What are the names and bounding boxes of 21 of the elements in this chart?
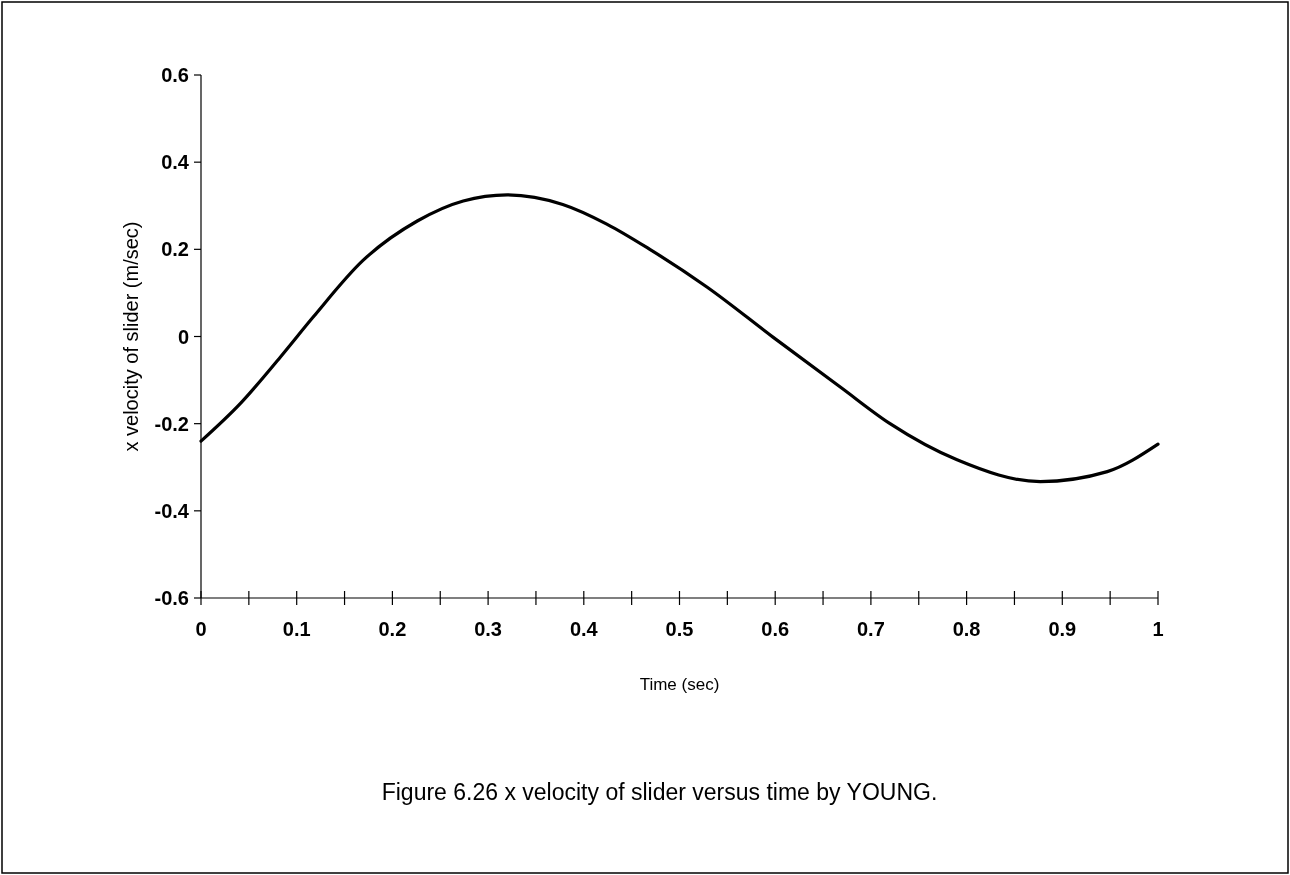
x-tick-label: 0.9 xyxy=(1048,618,1077,640)
y-tick-label: 0.6 xyxy=(161,64,189,86)
x-tick-label: 0.5 xyxy=(665,618,694,640)
x-tick-label: 0.6 xyxy=(761,618,790,640)
y-axis-title: x velocity of slider (m/sec) xyxy=(120,221,142,452)
x-tick-label: 0.1 xyxy=(282,618,311,640)
x-tick-label: 0.3 xyxy=(474,618,503,640)
x-tick-label: 0.7 xyxy=(856,618,885,640)
y-tick-label: 0.2 xyxy=(161,238,189,261)
y-tick-label: 0.4 xyxy=(161,151,190,174)
y-tick-label: 0 xyxy=(177,325,189,348)
x-tick-label: 1 xyxy=(1152,618,1164,640)
x-tick-label: 0 xyxy=(195,618,207,640)
x-tick-label: 0.4 xyxy=(569,618,599,640)
x-axis-title: Time (sec) xyxy=(639,675,720,694)
y-tick-label: -0.6 xyxy=(154,587,189,609)
x-tick-label: 0.2 xyxy=(378,618,407,640)
y-tick-label: -0.2 xyxy=(154,412,189,435)
text: Figure 6.26 x velocity of slider versus time by YOUNG. xyxy=(381,779,938,805)
x-tick-label: 0.8 xyxy=(952,618,981,640)
y-tick-label: -0.4 xyxy=(154,499,190,522)
